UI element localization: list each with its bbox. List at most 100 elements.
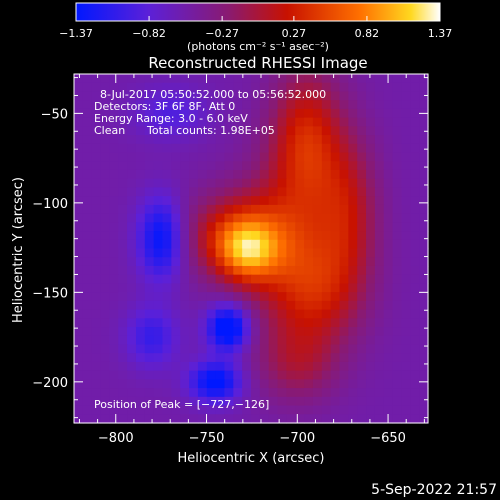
heatmap-cell — [180, 126, 190, 136]
heatmap-cell — [118, 283, 128, 293]
heatmap-cell — [277, 91, 287, 101]
heatmap-cell — [215, 178, 226, 189]
heatmap-cell — [259, 414, 270, 424]
heatmap-cell — [189, 318, 199, 328]
heatmap-cell — [304, 187, 314, 197]
heatmap-cell — [144, 187, 155, 197]
heatmap-cell — [304, 257, 314, 267]
heatmap-cell — [144, 239, 155, 250]
heatmap-cell — [180, 265, 190, 276]
heatmap-cell — [118, 187, 128, 197]
heatmap-cell — [224, 231, 234, 241]
heatmap-cell — [348, 100, 358, 110]
heatmap-cell — [259, 309, 270, 319]
heatmap-cell — [259, 213, 270, 223]
heatmap-cell — [401, 300, 411, 311]
heatmap-cell — [135, 327, 146, 337]
heatmap-cell — [348, 370, 358, 380]
heatmap-cell — [215, 405, 226, 415]
heatmap-cell — [339, 292, 349, 302]
heatmap-cell — [153, 414, 164, 424]
heatmap-cell — [206, 335, 217, 346]
x-axis-label: Heliocentric X (arcsec) — [178, 451, 325, 466]
heatmap-cell — [366, 396, 376, 407]
heatmap-cell — [277, 143, 287, 154]
annotation-counts: Total counts: 1.98E+05 — [146, 124, 275, 137]
heatmap-cell — [304, 213, 314, 223]
heatmap-cell — [392, 126, 403, 136]
heatmap-cell — [295, 178, 305, 189]
heatmap-cell — [82, 335, 93, 346]
heatmap-cell — [321, 82, 332, 93]
heatmap-cell — [180, 248, 190, 258]
heatmap-cell — [366, 196, 376, 206]
heatmap-cell — [189, 117, 199, 127]
heatmap-cell — [321, 248, 332, 258]
heatmap-cell — [197, 248, 208, 258]
heatmap-cell — [74, 143, 84, 154]
heatmap-cell — [127, 108, 137, 119]
heatmap-cell — [286, 108, 296, 119]
heatmap-cell — [127, 318, 137, 328]
heatmap-cell — [162, 178, 172, 189]
heatmap-cell — [74, 213, 84, 223]
heatmap-cell — [127, 335, 137, 346]
heatmap-cell — [171, 379, 181, 389]
heatmap-cell — [144, 74, 155, 84]
heatmap-cell — [127, 196, 137, 206]
heatmap-cell — [259, 327, 270, 337]
heatmap-cell — [162, 388, 172, 398]
heatmap-cell — [189, 283, 199, 293]
heatmap-cell — [330, 309, 341, 319]
heatmap-cell — [91, 169, 102, 180]
heatmap-cell — [224, 353, 234, 363]
heatmap-cell — [392, 274, 403, 284]
heatmap-cell — [153, 169, 164, 180]
heatmap-cell — [109, 231, 119, 241]
heatmap-cell — [374, 161, 385, 171]
heatmap-cell — [215, 213, 226, 223]
heatmap-cell — [135, 239, 146, 250]
x-tick-label: −650 — [370, 431, 406, 446]
heatmap-cell — [374, 169, 385, 180]
heatmap-cell — [109, 178, 119, 189]
heatmap-cell — [286, 353, 296, 363]
heatmap-cell — [118, 265, 128, 276]
heatmap-cell — [197, 135, 208, 145]
heatmap-cell — [348, 91, 358, 101]
heatmap-cell — [91, 108, 102, 119]
heatmap-cell — [135, 309, 146, 319]
heatmap-cell — [82, 283, 93, 293]
heatmap-cell — [251, 248, 261, 258]
heatmap-cell — [259, 91, 270, 101]
heatmap-cell — [330, 361, 341, 372]
heatmap-cell — [419, 143, 429, 154]
heatmap-cell — [180, 135, 190, 145]
heatmap-cell — [410, 117, 420, 127]
heatmap-cell — [268, 396, 279, 407]
heatmap-cell — [277, 126, 287, 136]
heatmap-cell — [321, 117, 332, 127]
heatmap-cell — [189, 405, 199, 415]
heatmap-cell — [135, 82, 146, 93]
heatmap-cell — [277, 231, 287, 241]
heatmap-cell — [224, 327, 234, 337]
heatmap-cell — [100, 91, 110, 101]
heatmap-cell — [189, 370, 199, 380]
heatmap-cell — [268, 126, 279, 136]
heatmap-cell — [339, 370, 349, 380]
heatmap-cell — [348, 248, 358, 258]
heatmap-cell — [401, 318, 411, 328]
heatmap-cell — [410, 300, 420, 311]
heatmap-cell — [401, 239, 411, 250]
heatmap-cell — [127, 239, 137, 250]
heatmap-cell — [82, 379, 93, 389]
heatmap-cell — [74, 361, 84, 372]
heatmap-cell — [233, 292, 243, 302]
heatmap-cell — [215, 353, 226, 363]
heatmap-cell — [215, 108, 226, 119]
heatmap-cell — [392, 222, 403, 232]
heatmap-cell — [374, 152, 385, 162]
heatmap-cell — [91, 152, 102, 162]
heatmap-cell — [277, 283, 287, 293]
